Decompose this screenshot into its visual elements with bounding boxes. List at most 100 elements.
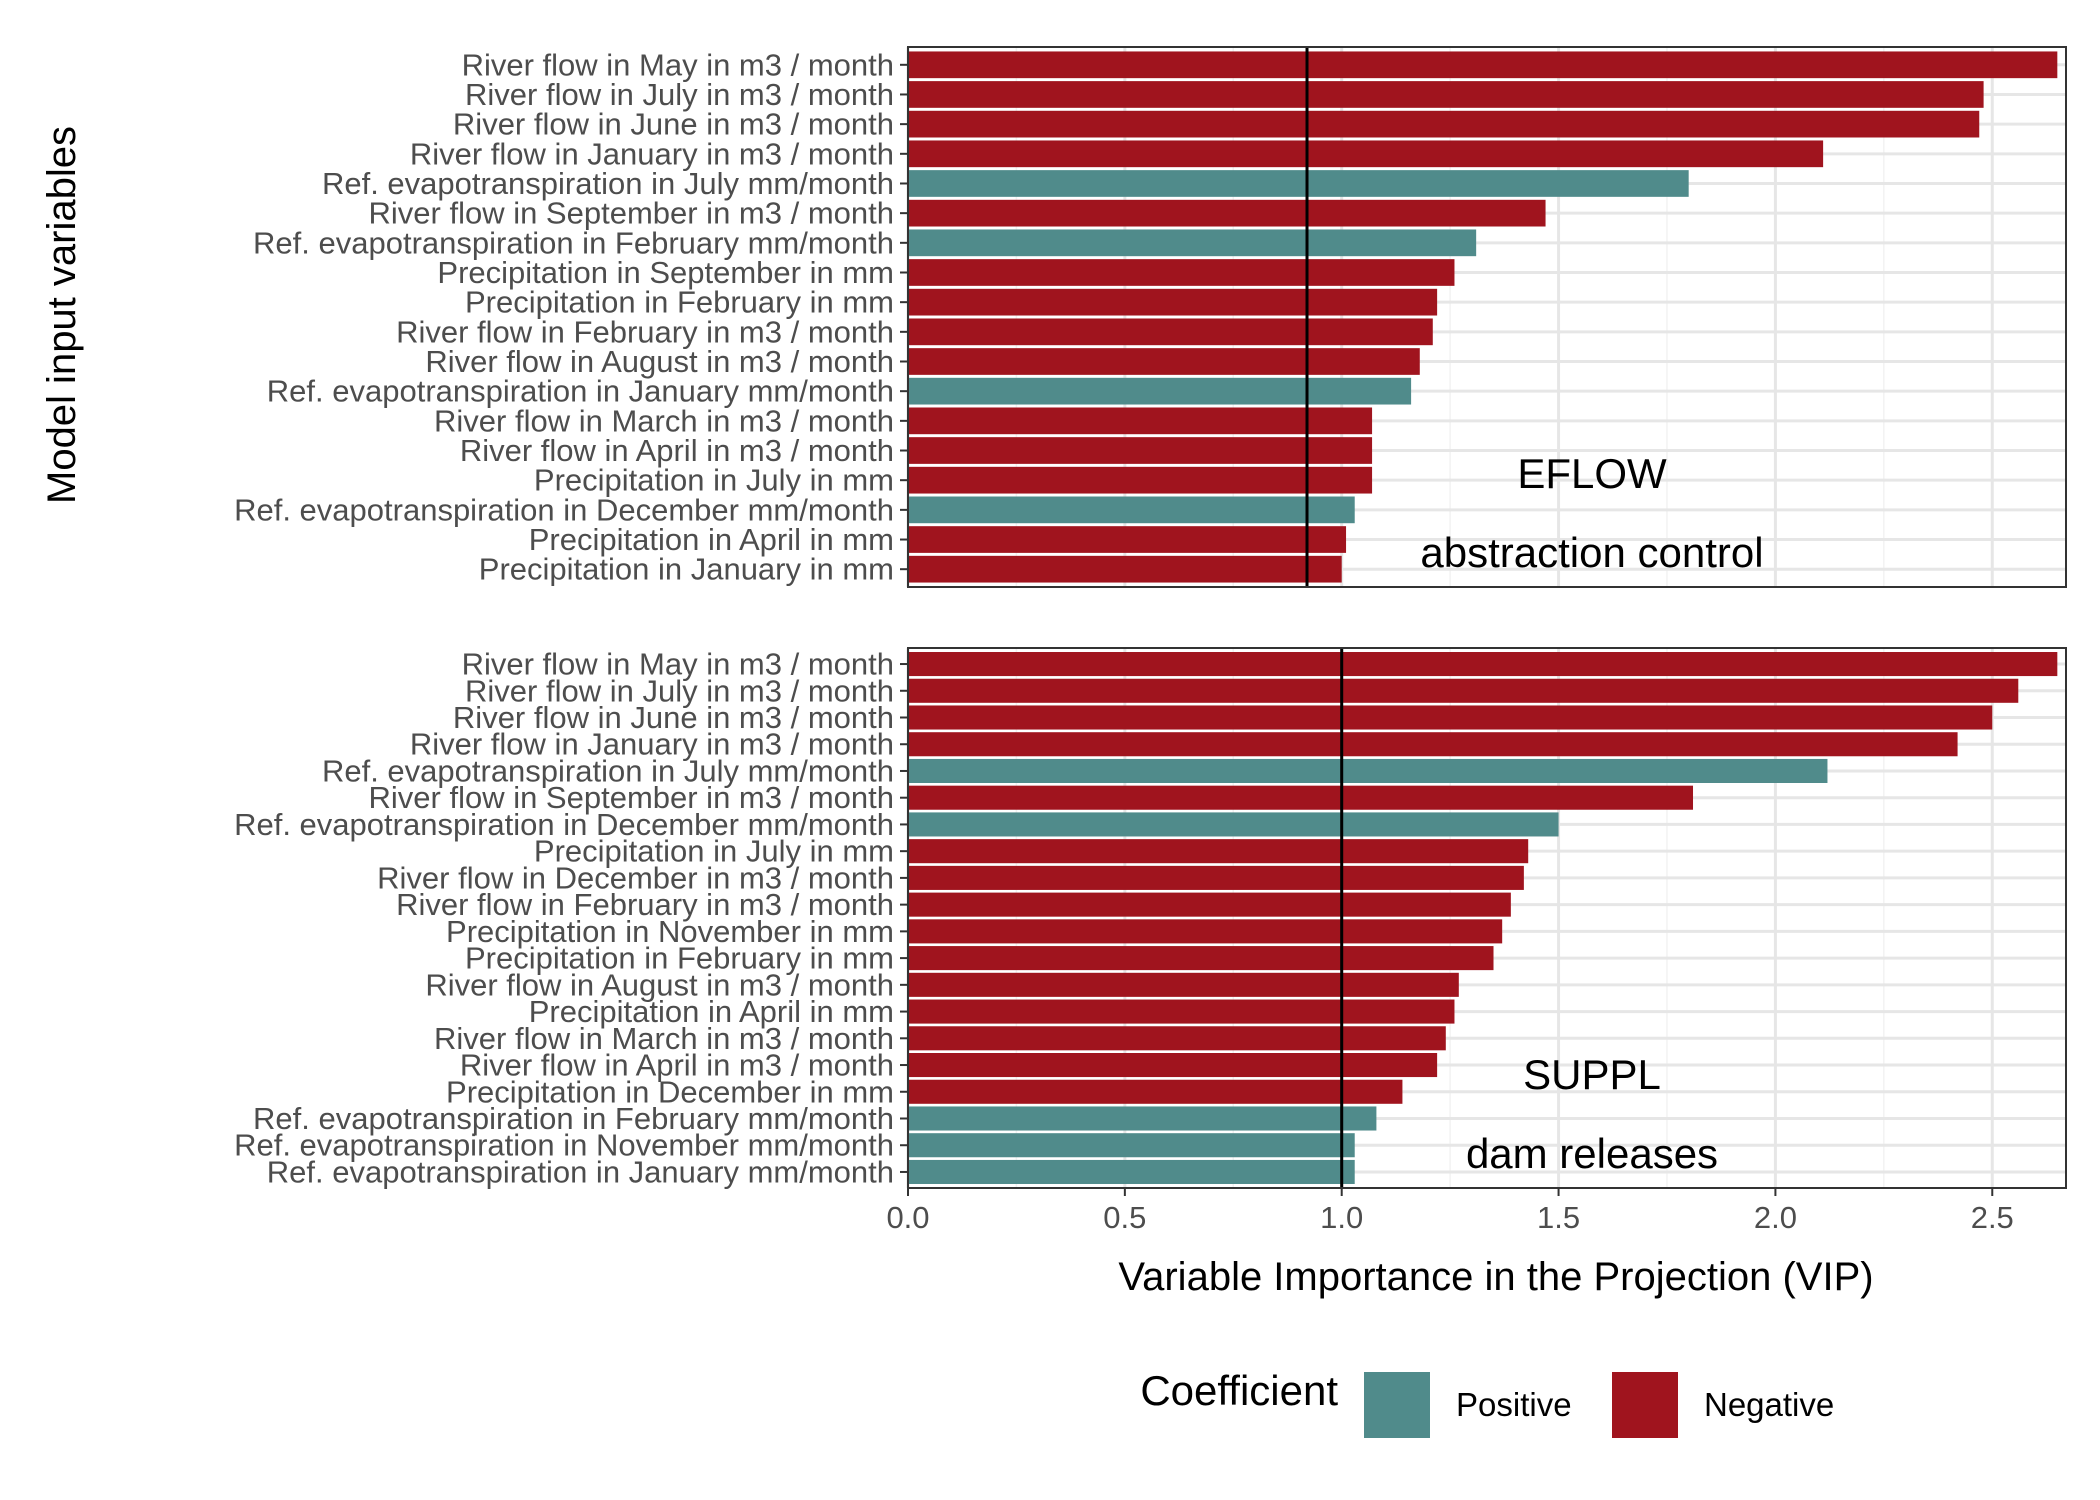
bar (908, 229, 1477, 257)
y-tick-label: Precipitation in February in mm (465, 941, 894, 976)
bar (908, 812, 1559, 837)
y-tick-label: Ref. evapotranspiration in December mm/m… (234, 807, 894, 842)
y-tick-label: Precipitation in April in mm (529, 994, 894, 1029)
bar (908, 732, 1958, 757)
bar (908, 437, 1373, 464)
panel-annotation: abstraction control (1420, 529, 1763, 576)
panel-border (907, 647, 2067, 1189)
y-tick-label: Ref. evapotranspiration in January mm/mo… (267, 374, 894, 409)
y-tick-label: Precipitation in February in mm (465, 285, 894, 320)
y-tick-label: River flow in April in m3 / month (460, 433, 894, 468)
bar (908, 972, 1459, 997)
y-tick-label: River flow in January in m3 / month (410, 727, 894, 762)
bar (908, 110, 1980, 138)
y-tick-label: Ref. evapotranspiration in February mm/m… (253, 225, 894, 260)
y-tick-label: Ref. evapotranspiration in January mm/mo… (267, 1154, 894, 1189)
bar (908, 170, 1689, 197)
bar (908, 1159, 1355, 1184)
y-tick-label: Precipitation in September in mm (437, 255, 894, 290)
panel-annotation: SUPPL (1523, 1051, 1661, 1098)
y-tick-label: River flow in March in m3 / month (434, 1021, 894, 1056)
x-tick-label: 1.5 (1537, 1200, 1580, 1235)
bar (908, 1133, 1355, 1158)
bar (908, 288, 1438, 316)
y-tick-label: Ref. evapotranspiration in July mm/month (322, 753, 894, 788)
bar (908, 999, 1455, 1024)
bar (908, 496, 1355, 524)
bar (908, 678, 2019, 703)
y-tick-label: River flow in September in m3 / month (369, 196, 895, 231)
y-tick-label: Ref. evapotranspiration in July mm/month (322, 166, 894, 201)
x-tick-label: 2.5 (1971, 1200, 2014, 1235)
bar (908, 1106, 1377, 1131)
y-tick-label: River flow in June in m3 / month (453, 700, 894, 735)
y-tick-label: Precipitation in July in mm (534, 463, 894, 498)
y-tick-label: River flow in June in m3 / month (453, 107, 894, 142)
y-tick-label: Ref. evapotranspiration in February mm/m… (253, 1101, 894, 1136)
bar (908, 466, 1373, 494)
bar (908, 705, 1993, 730)
y-tick-label: River flow in December in m3 / month (377, 860, 894, 895)
legend-key (1612, 1372, 1678, 1438)
x-axis: 0.0 0.5 1.0 1.5 2.0 2.5 (886, 1188, 2014, 1235)
panel-annotation: dam releases (1466, 1130, 1718, 1177)
legend-key (1364, 1372, 1430, 1438)
bar (908, 919, 1503, 944)
bar (908, 51, 2058, 79)
bar (908, 1053, 1438, 1078)
bar (908, 81, 1984, 108)
legend-title: Coefficient (1140, 1367, 1338, 1414)
y-tick-label: River flow in March in m3 / month (434, 403, 894, 438)
y-tick-label: River flow in April in m3 / month (460, 1048, 894, 1083)
legend: Coefficient Positive Negative (1140, 1367, 1834, 1438)
bar (908, 865, 1524, 890)
y-tick-label: River flow in July in m3 / month (465, 77, 894, 112)
legend-label: Positive (1456, 1386, 1572, 1423)
y-tick-label: River flow in August in m3 / month (425, 967, 894, 1002)
panel-border (907, 46, 2067, 588)
x-tick-label: 2.0 (1754, 1200, 1797, 1235)
y-tick-label: River flow in May in m3 / month (462, 47, 894, 82)
bar (908, 758, 1828, 783)
bar (908, 839, 1529, 864)
legend-label: Negative (1704, 1386, 1834, 1423)
y-tick-label: River flow in September in m3 / month (369, 780, 895, 815)
bar (908, 140, 1824, 168)
x-axis-title: Variable Importance in the Projection (V… (1118, 1255, 1873, 1299)
y-tick-label: River flow in May in m3 / month (462, 647, 894, 682)
y-tick-label: River flow in February in m3 / month (396, 887, 894, 922)
bar (908, 1026, 1446, 1051)
y-tick-label: River flow in January in m3 / month (410, 136, 894, 171)
y-tick-label: Ref. evapotranspiration in December mm/m… (234, 492, 894, 527)
bar (908, 259, 1455, 286)
x-tick-label: 0.0 (886, 1200, 929, 1235)
y-tick-label: Precipitation in July in mm (534, 834, 894, 869)
y-tick-label: Precipitation in January in mm (479, 552, 894, 587)
y-tick-label: River flow in August in m3 / month (425, 344, 894, 379)
y-axis-title: Model input variables (40, 126, 84, 504)
bar (908, 555, 1342, 583)
bar (908, 348, 1420, 375)
bar (908, 946, 1494, 971)
bar (908, 526, 1347, 553)
x-tick-label: 0.5 (1103, 1200, 1146, 1235)
y-tick-label: River flow in February in m3 / month (396, 314, 894, 349)
panel-annotation: EFLOW (1517, 450, 1667, 497)
y-tick-label: River flow in July in m3 / month (465, 673, 894, 708)
x-tick-label: 1.0 (1320, 1200, 1363, 1235)
bar (908, 1079, 1403, 1104)
y-tick-label: Precipitation in April in mm (529, 522, 894, 557)
bar (908, 892, 1511, 917)
y-tick-label: Ref. evapotranspiration in November mm/m… (234, 1128, 894, 1163)
bar (908, 785, 1694, 810)
bar (908, 652, 2058, 677)
bar (908, 407, 1373, 435)
y-tick-label: Precipitation in December in mm (446, 1074, 894, 1109)
bar (908, 199, 1546, 227)
bar (908, 377, 1412, 405)
y-tick-label: Precipitation in November in mm (446, 914, 894, 949)
